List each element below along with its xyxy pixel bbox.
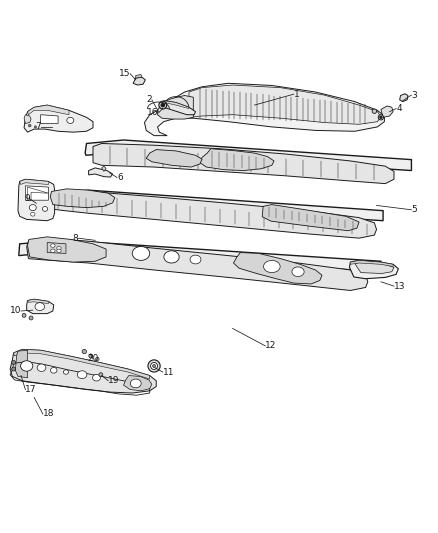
Ellipse shape xyxy=(37,364,46,372)
Text: 10: 10 xyxy=(10,306,21,316)
Ellipse shape xyxy=(22,313,26,317)
Polygon shape xyxy=(349,261,397,279)
Text: 12: 12 xyxy=(265,342,276,350)
Text: 18: 18 xyxy=(43,409,54,418)
Polygon shape xyxy=(135,75,141,78)
Ellipse shape xyxy=(130,379,141,388)
Polygon shape xyxy=(43,190,382,221)
Ellipse shape xyxy=(82,350,86,354)
Ellipse shape xyxy=(67,117,74,124)
Polygon shape xyxy=(157,95,193,119)
Polygon shape xyxy=(19,240,380,272)
Ellipse shape xyxy=(152,365,155,367)
Text: 13: 13 xyxy=(393,281,405,290)
Ellipse shape xyxy=(88,354,92,358)
Ellipse shape xyxy=(77,371,87,378)
Polygon shape xyxy=(28,105,69,115)
Polygon shape xyxy=(188,85,380,124)
Polygon shape xyxy=(28,237,106,262)
Polygon shape xyxy=(162,101,195,115)
Ellipse shape xyxy=(263,261,279,272)
Polygon shape xyxy=(261,205,358,231)
Ellipse shape xyxy=(12,367,15,371)
Ellipse shape xyxy=(50,244,55,247)
Ellipse shape xyxy=(92,375,100,381)
Ellipse shape xyxy=(34,126,36,128)
Polygon shape xyxy=(88,168,113,177)
Ellipse shape xyxy=(161,103,164,107)
Polygon shape xyxy=(15,350,28,378)
Ellipse shape xyxy=(57,246,61,250)
Ellipse shape xyxy=(95,357,99,361)
Ellipse shape xyxy=(12,360,15,365)
Text: 20: 20 xyxy=(87,354,99,364)
Polygon shape xyxy=(27,299,53,313)
Polygon shape xyxy=(399,94,407,102)
Polygon shape xyxy=(146,150,201,167)
Polygon shape xyxy=(50,190,376,238)
Ellipse shape xyxy=(99,373,102,377)
Text: 4: 4 xyxy=(395,104,401,113)
Text: 2: 2 xyxy=(146,95,152,104)
Text: 7: 7 xyxy=(35,123,41,132)
Ellipse shape xyxy=(21,361,33,371)
Ellipse shape xyxy=(150,362,157,369)
Ellipse shape xyxy=(63,370,68,374)
Ellipse shape xyxy=(148,360,160,372)
Polygon shape xyxy=(14,350,149,379)
Ellipse shape xyxy=(50,367,57,373)
Polygon shape xyxy=(199,149,273,171)
Text: 5: 5 xyxy=(410,205,416,214)
Ellipse shape xyxy=(132,246,149,261)
Polygon shape xyxy=(123,376,152,391)
Text: 17: 17 xyxy=(25,385,37,394)
Text: 19: 19 xyxy=(108,376,120,385)
Polygon shape xyxy=(50,189,115,208)
Text: 6: 6 xyxy=(117,173,123,182)
Ellipse shape xyxy=(42,206,47,211)
Polygon shape xyxy=(24,105,93,132)
Ellipse shape xyxy=(57,249,61,253)
Polygon shape xyxy=(380,106,392,117)
Ellipse shape xyxy=(291,267,304,277)
Ellipse shape xyxy=(378,115,383,120)
Polygon shape xyxy=(27,238,367,290)
Polygon shape xyxy=(25,186,48,200)
Ellipse shape xyxy=(159,101,166,109)
Polygon shape xyxy=(144,83,384,135)
Ellipse shape xyxy=(31,212,35,216)
Ellipse shape xyxy=(29,316,33,320)
Polygon shape xyxy=(85,140,410,171)
Text: 16: 16 xyxy=(147,108,158,117)
Ellipse shape xyxy=(35,303,45,311)
Polygon shape xyxy=(28,299,48,304)
Polygon shape xyxy=(162,101,188,109)
Polygon shape xyxy=(20,179,48,184)
Polygon shape xyxy=(233,253,321,284)
Polygon shape xyxy=(41,115,58,124)
Polygon shape xyxy=(47,243,66,253)
Polygon shape xyxy=(10,350,156,393)
Ellipse shape xyxy=(29,205,36,211)
Text: 11: 11 xyxy=(162,368,174,377)
Polygon shape xyxy=(133,77,145,85)
Text: 15: 15 xyxy=(118,69,130,78)
Polygon shape xyxy=(102,166,106,172)
Ellipse shape xyxy=(28,124,31,127)
Polygon shape xyxy=(350,261,392,266)
Polygon shape xyxy=(93,143,393,183)
Ellipse shape xyxy=(190,255,201,264)
Ellipse shape xyxy=(50,249,55,253)
Ellipse shape xyxy=(163,251,179,263)
Text: 3: 3 xyxy=(410,91,416,100)
Ellipse shape xyxy=(379,116,381,118)
Text: 9: 9 xyxy=(24,195,30,204)
Polygon shape xyxy=(18,179,54,221)
Polygon shape xyxy=(354,262,393,273)
Ellipse shape xyxy=(371,109,376,114)
Text: 8: 8 xyxy=(72,233,78,243)
Polygon shape xyxy=(24,115,31,124)
Text: 1: 1 xyxy=(293,90,299,99)
